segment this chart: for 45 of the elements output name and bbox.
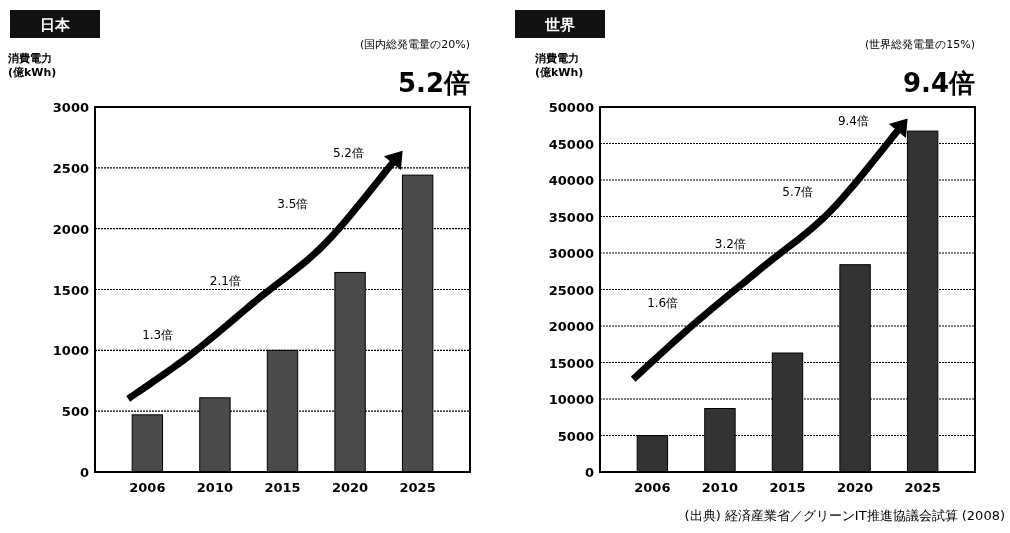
y-tick-label: 25000 [548, 282, 594, 298]
chart-subtitle: (国内総発電量の20%) [359, 38, 470, 51]
annotation: 9.4倍 [837, 114, 869, 128]
y-tick-label: 1000 [52, 343, 89, 359]
y-tick-label: 35000 [548, 209, 594, 225]
y-tick-label: 20000 [548, 319, 594, 334]
x-tick-label: 2025 [904, 480, 941, 495]
annotation: 3.2倍 [714, 237, 746, 251]
x-tick-label: 2015 [769, 480, 806, 495]
annotation: 2.1倍 [209, 273, 241, 288]
y-tick-label: 1500 [52, 282, 89, 298]
y-tick-label: 0 [79, 465, 89, 480]
x-tick-label: 2020 [836, 480, 874, 495]
x-tick-label: 2010 [196, 480, 234, 495]
x-tick-label: 2006 [129, 480, 166, 495]
annotation: 1.6倍 [647, 296, 679, 311]
y-axis-title: 消費電力 (億kWh) [7, 52, 57, 79]
y-tick-label: 0 [584, 465, 594, 480]
x-tick-label: 2025 [399, 480, 436, 495]
y-tick-label: 3000 [52, 100, 89, 115]
y-tick-label: 45000 [548, 136, 594, 152]
annotation: 5.2倍 [332, 146, 364, 161]
y-tick-label: 15000 [548, 355, 594, 371]
y-tick-label: 5000 [557, 428, 594, 444]
y-tick-label: 2500 [52, 160, 89, 176]
x-tick-label: 2010 [701, 480, 739, 495]
text: 5.2倍 [397, 68, 470, 98]
x-tick-label: 2006 [634, 480, 671, 495]
y-tick-label: 2000 [52, 221, 89, 237]
chart-title: 日本 [40, 16, 71, 34]
y-tick-label: 500 [61, 404, 89, 420]
y-axis-title: 消費電力 (億kWh) [534, 52, 584, 79]
chart-title: 世界 [544, 16, 575, 34]
annotation: 5.7倍 [782, 184, 814, 199]
chart-subtitle: (世界総発電量の15%) [864, 38, 975, 51]
text: 9.4倍 [902, 68, 975, 98]
y-tick-label: 10000 [548, 392, 594, 407]
annotation: 3.5倍 [277, 197, 309, 212]
y-tick-label: 40000 [548, 173, 594, 188]
y-tick-label: 50000 [548, 100, 594, 115]
x-tick-label: 2020 [331, 480, 369, 495]
text: (出典) 経済産業省／グリーンIT推進協議会試算 (2008) [684, 508, 1005, 523]
y-tick-label: 30000 [548, 246, 594, 261]
annotation: 1.3倍 [142, 328, 174, 343]
x-tick-label: 2015 [264, 480, 301, 495]
